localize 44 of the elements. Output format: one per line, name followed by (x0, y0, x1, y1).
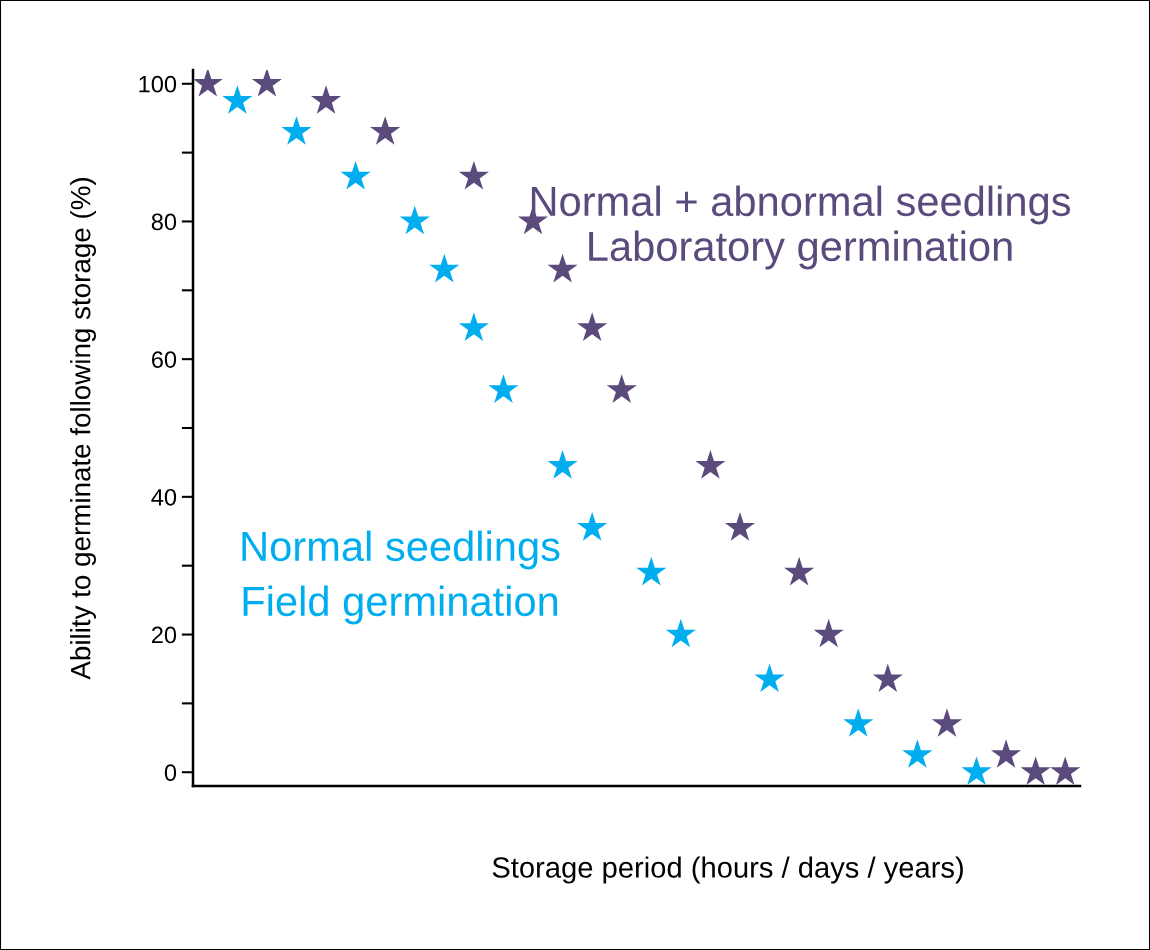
x-axis-title: Storage period (hours / days / years) (492, 856, 963, 884)
point (193, 70, 223, 97)
point (310, 85, 342, 114)
point (813, 618, 844, 648)
point (1020, 756, 1051, 786)
point (429, 253, 460, 283)
point (577, 312, 608, 341)
point (991, 739, 1022, 768)
point (961, 756, 992, 786)
series-label: Laboratory germination (589, 230, 1012, 270)
point (222, 85, 253, 114)
y-axis-title: Ability to germinate following storage (%) (70, 178, 96, 680)
y-tick-label: 80 (151, 213, 177, 231)
point (695, 450, 726, 479)
point (784, 556, 815, 586)
series-label: Field germination (243, 585, 558, 625)
point (872, 663, 903, 693)
point (606, 374, 637, 403)
point (458, 160, 489, 190)
point (636, 556, 667, 586)
point (251, 70, 282, 97)
annotation: Normal seedlings (242, 530, 560, 570)
point (399, 205, 430, 235)
point (931, 708, 963, 737)
point (547, 253, 578, 283)
point (665, 618, 696, 648)
point (547, 450, 578, 479)
point (754, 663, 785, 693)
y-tick-label: 100 (139, 75, 177, 93)
point (458, 312, 489, 341)
y-tick-label: 0 (164, 764, 177, 782)
y-tick-label: 40 (151, 488, 177, 506)
y-tick-label: 60 (151, 351, 177, 368)
point (340, 160, 371, 190)
point (577, 511, 608, 541)
point (281, 116, 312, 145)
point (724, 511, 756, 541)
point (370, 116, 401, 145)
point (843, 708, 874, 737)
point (902, 739, 933, 768)
annotation: Normal + abnormal seedlings (531, 185, 1071, 225)
point (1050, 756, 1080, 786)
y-tick-label: 20 (151, 626, 177, 644)
point (488, 374, 519, 403)
